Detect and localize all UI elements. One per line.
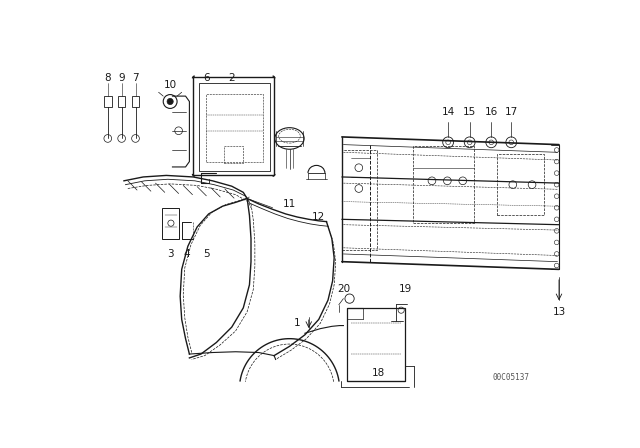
Text: 17: 17	[504, 107, 518, 117]
Text: 1: 1	[294, 318, 301, 328]
Bar	[342, 150, 376, 250]
Text: 9: 9	[118, 73, 125, 83]
Bar	[413, 146, 474, 223]
Bar	[193, 77, 274, 176]
Text: 4: 4	[184, 249, 191, 259]
Text: 19: 19	[398, 284, 412, 293]
Text: 12: 12	[312, 212, 325, 222]
Text: 2: 2	[228, 73, 235, 83]
Bar	[163, 208, 179, 238]
Bar	[118, 96, 125, 107]
Text: 14: 14	[442, 107, 455, 117]
Bar	[348, 308, 405, 381]
Text: 7: 7	[132, 73, 139, 83]
Text: 15: 15	[463, 107, 476, 117]
Circle shape	[167, 99, 173, 104]
Text: 6: 6	[203, 73, 210, 83]
Text: 8: 8	[104, 73, 111, 83]
Text: 16: 16	[484, 107, 498, 117]
Bar	[497, 154, 543, 215]
Text: 5: 5	[203, 249, 210, 259]
Text: 11: 11	[283, 199, 296, 209]
Text: 00C05137: 00C05137	[493, 373, 530, 382]
Text: 10: 10	[164, 80, 177, 90]
Bar	[198, 83, 270, 171]
Text: 18: 18	[371, 368, 385, 378]
Text: 3: 3	[168, 249, 174, 259]
Bar	[104, 96, 111, 107]
Bar	[132, 96, 140, 107]
Text: 20: 20	[337, 284, 350, 293]
Text: 13: 13	[552, 307, 566, 317]
Bar	[224, 146, 243, 163]
Bar	[206, 94, 262, 162]
